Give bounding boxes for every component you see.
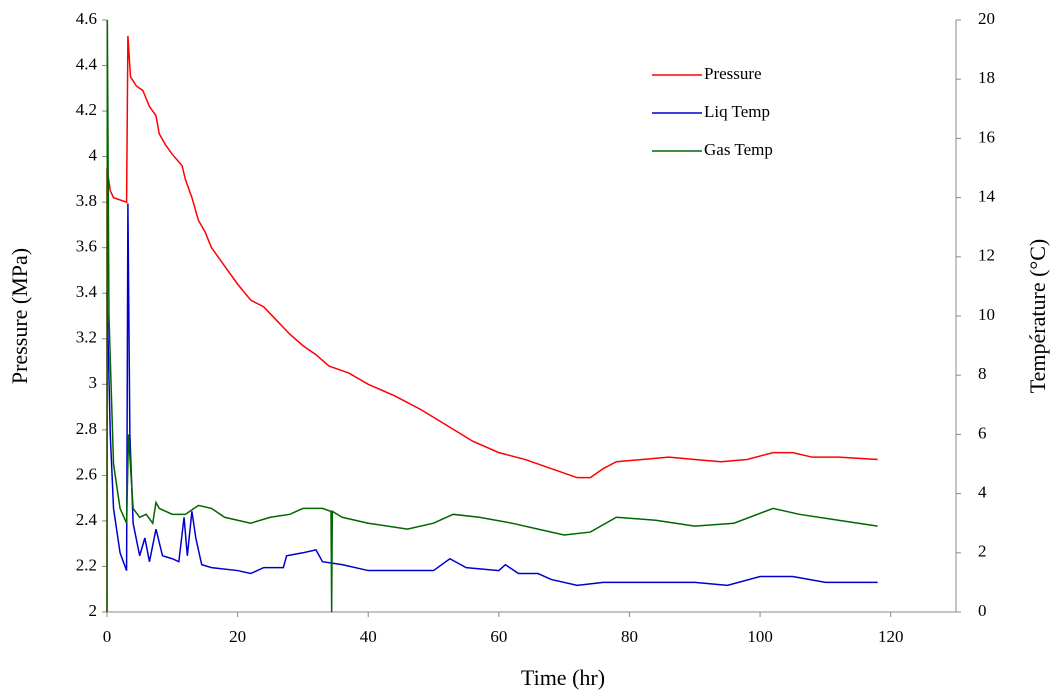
y2-tick-label: 0 xyxy=(978,601,987,620)
y2-tick-label: 8 xyxy=(978,364,987,383)
y-tick-label: 3.2 xyxy=(76,328,97,347)
y-tick-label: 4 xyxy=(89,146,98,165)
y-tick-label: 4.2 xyxy=(76,100,97,119)
legend-label: Liq Temp xyxy=(704,102,770,121)
legend-label: Gas Temp xyxy=(704,140,773,159)
y2-tick-label: 4 xyxy=(978,483,987,502)
y2-tick-label: 2 xyxy=(978,542,987,561)
legend-label: Pressure xyxy=(704,64,762,83)
y-tick-label: 2 xyxy=(89,601,98,620)
y-tick-label: 2.2 xyxy=(76,555,97,574)
x-axis-title: Time (hr) xyxy=(521,665,605,690)
series-line xyxy=(106,35,878,612)
x-tick-label: 0 xyxy=(103,627,112,646)
x-tick-label: 100 xyxy=(747,627,773,646)
x-tick-label: 80 xyxy=(621,627,638,646)
x-tick-label: 40 xyxy=(360,627,377,646)
y-tick-label: 2.6 xyxy=(76,464,97,483)
y2-axis-title: Température (°C) xyxy=(1025,239,1050,393)
y2-tick-label: 16 xyxy=(978,127,995,146)
y-tick-label: 3.4 xyxy=(76,282,98,301)
series-line xyxy=(106,203,878,587)
y2-tick-label: 10 xyxy=(978,305,995,324)
y-tick-label: 2.4 xyxy=(76,510,98,529)
series-line xyxy=(106,19,878,613)
x-tick-label: 120 xyxy=(878,627,904,646)
y2-tick-label: 6 xyxy=(978,423,987,442)
y-tick-label: 3 xyxy=(89,373,98,392)
x-tick-label: 60 xyxy=(490,627,507,646)
y-axis-title: Pressure (MPa) xyxy=(7,248,32,384)
x-tick-label: 20 xyxy=(229,627,246,646)
y-tick-label: 2.8 xyxy=(76,419,97,438)
y2-tick-label: 12 xyxy=(978,246,995,265)
y2-tick-label: 20 xyxy=(978,9,995,28)
y2-tick-label: 18 xyxy=(978,68,995,87)
y-tick-label: 4.4 xyxy=(76,54,98,73)
y-tick-label: 3.6 xyxy=(76,237,97,256)
y-tick-label: 4.6 xyxy=(76,9,97,28)
y2-tick-label: 14 xyxy=(978,187,996,206)
y-tick-label: 3.8 xyxy=(76,191,97,210)
